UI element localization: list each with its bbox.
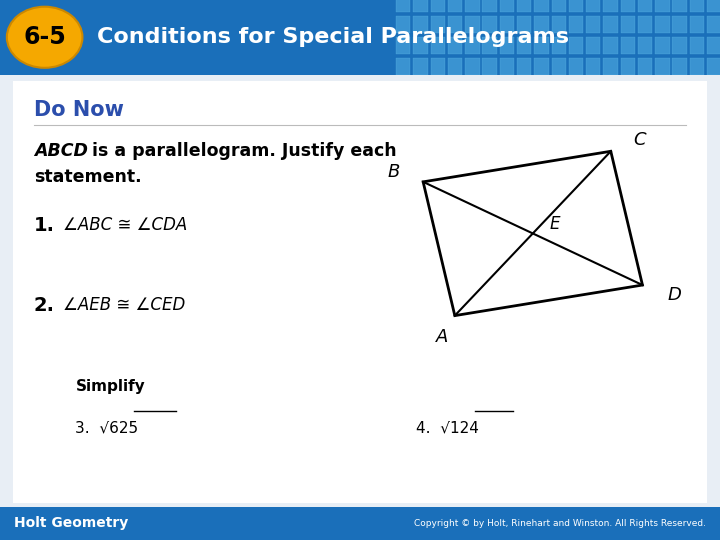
Bar xyxy=(672,16,687,33)
Bar xyxy=(655,37,670,53)
Text: 3.  √625: 3. √625 xyxy=(76,421,138,436)
Bar xyxy=(603,0,618,12)
Bar xyxy=(621,0,635,12)
Text: is a parallelogram. Justify each: is a parallelogram. Justify each xyxy=(86,142,397,160)
Bar xyxy=(517,58,531,75)
Bar xyxy=(690,58,704,75)
Bar xyxy=(552,37,566,53)
Bar xyxy=(638,0,652,12)
Bar xyxy=(603,58,618,75)
Bar xyxy=(465,16,480,33)
Bar xyxy=(586,0,600,12)
Bar xyxy=(431,16,445,33)
Text: E: E xyxy=(549,215,560,233)
Bar xyxy=(482,37,497,53)
Bar xyxy=(448,37,462,53)
Text: 1.: 1. xyxy=(34,216,55,235)
Bar xyxy=(690,0,704,12)
Bar xyxy=(707,16,720,33)
Bar xyxy=(552,16,566,33)
Bar xyxy=(621,58,635,75)
Bar xyxy=(448,0,462,12)
Bar xyxy=(448,58,462,75)
Bar xyxy=(569,37,583,53)
Bar xyxy=(707,37,720,53)
Bar xyxy=(655,16,670,33)
Bar xyxy=(448,16,462,33)
Bar xyxy=(465,58,480,75)
Bar xyxy=(586,16,600,33)
Bar xyxy=(569,58,583,75)
Bar xyxy=(621,16,635,33)
Bar xyxy=(500,0,514,12)
Bar xyxy=(465,37,480,53)
Text: Simplify: Simplify xyxy=(76,379,145,394)
Bar xyxy=(396,0,410,12)
Bar xyxy=(586,58,600,75)
Bar xyxy=(534,58,549,75)
Text: Do Now: Do Now xyxy=(34,100,124,120)
Bar xyxy=(638,58,652,75)
Text: C: C xyxy=(634,131,647,149)
Text: Holt Geometry: Holt Geometry xyxy=(14,516,129,530)
Text: Conditions for Special Parallelograms: Conditions for Special Parallelograms xyxy=(97,27,570,48)
Bar xyxy=(707,58,720,75)
Text: 2.: 2. xyxy=(34,296,55,315)
Text: D: D xyxy=(667,286,681,303)
FancyBboxPatch shape xyxy=(9,79,711,505)
Bar xyxy=(431,58,445,75)
Text: statement.: statement. xyxy=(34,167,141,186)
Text: 6-5: 6-5 xyxy=(23,25,66,49)
Bar xyxy=(482,58,497,75)
Text: ABCD: ABCD xyxy=(34,142,88,160)
Text: ∠AEB ≅ ∠CED: ∠AEB ≅ ∠CED xyxy=(63,296,185,314)
Bar xyxy=(586,37,600,53)
Text: B: B xyxy=(387,163,400,181)
Bar xyxy=(431,37,445,53)
Bar xyxy=(552,58,566,75)
Bar xyxy=(655,0,670,12)
Bar xyxy=(603,37,618,53)
Bar xyxy=(672,37,687,53)
Bar xyxy=(655,58,670,75)
Text: ∠ABC ≅ ∠CDA: ∠ABC ≅ ∠CDA xyxy=(63,216,187,234)
Bar xyxy=(638,16,652,33)
Bar xyxy=(413,16,428,33)
Bar xyxy=(672,58,687,75)
Bar xyxy=(690,16,704,33)
Bar xyxy=(552,0,566,12)
Bar xyxy=(517,37,531,53)
Bar xyxy=(621,37,635,53)
Text: Copyright © by Holt, Rinehart and Winston. All Rights Reserved.: Copyright © by Holt, Rinehart and Winsto… xyxy=(413,519,706,528)
Bar xyxy=(603,16,618,33)
Bar xyxy=(707,0,720,12)
Bar xyxy=(690,37,704,53)
Text: A: A xyxy=(436,328,449,346)
Bar xyxy=(517,16,531,33)
Bar xyxy=(465,0,480,12)
Bar xyxy=(413,0,428,12)
Ellipse shape xyxy=(7,6,82,68)
Bar xyxy=(396,16,410,33)
Bar xyxy=(569,16,583,33)
Bar xyxy=(534,37,549,53)
Bar xyxy=(431,0,445,12)
Bar xyxy=(672,0,687,12)
Bar xyxy=(413,37,428,53)
Bar xyxy=(396,58,410,75)
Text: 4.  √124: 4. √124 xyxy=(415,421,478,436)
Bar xyxy=(482,0,497,12)
Bar xyxy=(638,37,652,53)
Bar xyxy=(534,0,549,12)
Bar xyxy=(569,0,583,12)
Bar xyxy=(500,37,514,53)
Bar xyxy=(396,37,410,53)
Bar xyxy=(500,16,514,33)
Bar xyxy=(482,16,497,33)
Bar xyxy=(413,58,428,75)
Bar xyxy=(534,16,549,33)
Bar xyxy=(517,0,531,12)
Bar xyxy=(500,58,514,75)
